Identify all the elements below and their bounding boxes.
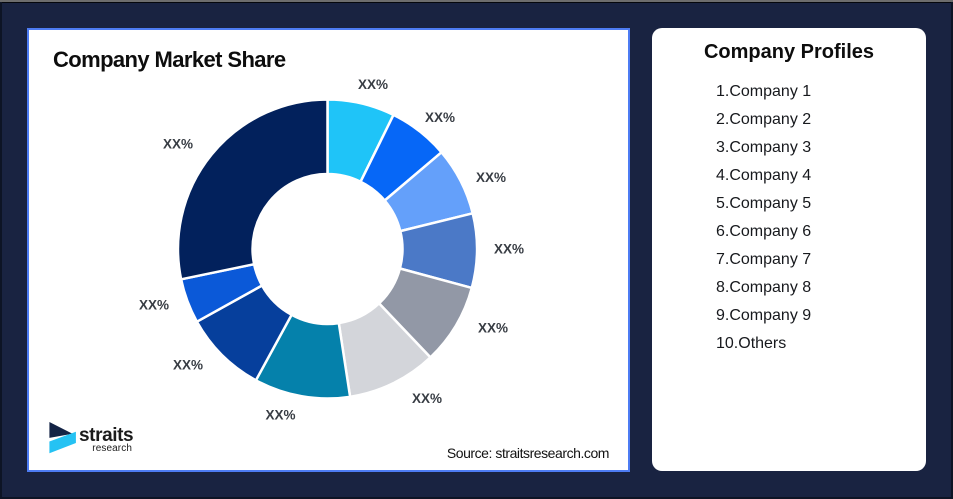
svg-text:XX%: XX% <box>412 391 442 406</box>
svg-text:XX%: XX% <box>163 137 193 152</box>
svg-text:XX%: XX% <box>425 110 455 125</box>
svg-text:XX%: XX% <box>358 77 388 92</box>
svg-text:XX%: XX% <box>478 321 508 336</box>
svg-text:XX%: XX% <box>476 170 506 185</box>
svg-text:XX%: XX% <box>494 242 524 257</box>
svg-text:XX%: XX% <box>139 298 169 313</box>
svg-text:XX%: XX% <box>173 358 203 373</box>
svg-text:XX%: XX% <box>265 408 295 423</box>
